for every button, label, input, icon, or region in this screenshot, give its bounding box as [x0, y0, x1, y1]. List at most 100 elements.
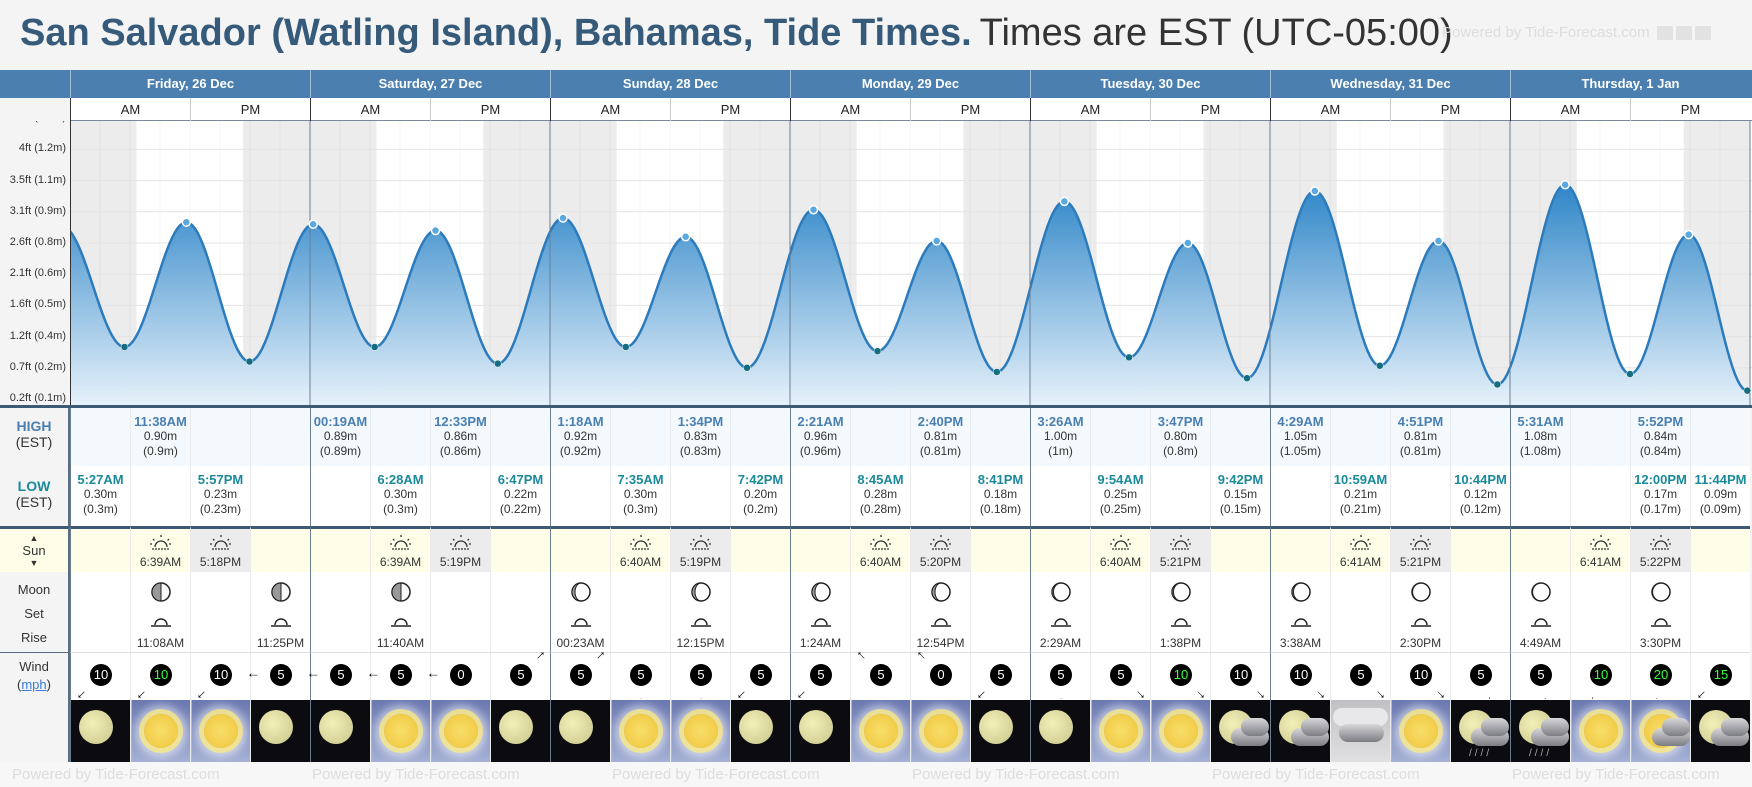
moon-phase-icon — [1391, 580, 1450, 607]
period-pm: PM — [190, 98, 310, 121]
high-tide-point — [808, 204, 819, 215]
high-tide-point — [181, 217, 192, 227]
moon-time: 00:23AM — [556, 636, 605, 650]
weather-cell — [610, 699, 670, 765]
day-header: Tuesday, 30 Dec — [1030, 70, 1270, 98]
high-tide-cell — [70, 408, 130, 466]
sunrise-time: 6:39AM — [139, 555, 182, 569]
sunset-icon — [911, 534, 970, 555]
weather-sun-icon — [371, 700, 430, 762]
low-tide-cell — [910, 466, 970, 526]
low-tide-time: 6:47PM — [497, 472, 544, 487]
moon-cell — [430, 572, 490, 652]
weather-sun-icon — [911, 700, 970, 762]
wind-speed: 5 — [390, 664, 412, 686]
high-tide-cell — [1450, 408, 1510, 466]
moon-time: 4:49AM — [1519, 636, 1562, 650]
low-tide-height: 0.30m — [83, 487, 118, 501]
high-tide-height-alt: (0.89m) — [319, 444, 362, 458]
weather-cell — [1030, 699, 1090, 765]
low-tide-time: 7:35AM — [617, 472, 664, 487]
low-tide-cell: 5:57PM 0.23m (0.23m) — [190, 466, 250, 526]
sun-cell — [1510, 526, 1570, 572]
low-tide-height-alt: (0.09m) — [1699, 502, 1742, 516]
high-tide-cell: 4:29AM 1.05m (1.05m) — [1270, 408, 1330, 466]
low-tide-cell — [1270, 466, 1330, 526]
low-tide-time: 10:59AM — [1333, 472, 1388, 487]
location-title: San Salvador (Watling Island), Bahamas, … — [20, 12, 972, 54]
weather-row-label — [0, 699, 70, 765]
wind-cell: 10↑ — [190, 652, 250, 704]
wind-speed: 10 — [90, 664, 112, 686]
wind-cell: 5↑ — [550, 646, 610, 699]
high-tide-cell: 1:34PM 0.83m (0.83m) — [670, 408, 730, 466]
low-tide-time: 6:28AM — [377, 472, 424, 487]
tide-chart — [70, 121, 1752, 405]
moon-cell: 4:49AM — [1510, 572, 1570, 652]
high-tide-cell — [250, 408, 310, 466]
low-tide-point — [993, 368, 1001, 376]
low-tide-cell: 9:42PM 0.15m (0.15m) — [1210, 466, 1270, 526]
high-label: HIGH — [16, 418, 52, 434]
sun-cell: 5:18PM — [190, 526, 250, 572]
sun-icon — [204, 714, 238, 748]
low-label: LOW — [17, 478, 51, 494]
wind-speed: 5 — [1110, 664, 1132, 686]
cloud-icon — [1662, 718, 1690, 736]
sunset-time: 5:22PM — [1639, 555, 1682, 569]
low-tide-cell: 7:42PM 0.20m (0.2m) — [730, 466, 790, 526]
wind-cell: 5↑ — [1030, 652, 1090, 712]
low-tide-height-alt: (0.17m) — [1639, 502, 1682, 516]
period-pm: PM — [1630, 98, 1750, 121]
period-am: AM — [550, 98, 670, 121]
high-tide-cell: 00:19AM 0.89m (0.89m) — [310, 408, 370, 466]
moon-cell — [1450, 572, 1510, 652]
weather-cell — [850, 699, 910, 765]
moon-rise-set-icon — [551, 615, 610, 632]
wind-units-link[interactable]: mph — [21, 677, 47, 692]
day-header: Saturday, 27 Dec — [310, 70, 550, 98]
period-pm: PM — [1150, 98, 1270, 121]
high-tide-cell — [970, 408, 1030, 466]
moon-cell: 1:38PM — [1150, 572, 1210, 652]
high-tide-point — [1059, 196, 1070, 207]
low-tide-height: 0.12m — [1463, 487, 1498, 501]
high-tide-height: 0.90m — [143, 429, 178, 443]
low-tide-time: 11:44PM — [1694, 472, 1747, 487]
sun-icon — [1584, 714, 1618, 748]
wind-cell: 5↑ — [1450, 652, 1510, 711]
high-tide-height-alt: (0.86m) — [439, 444, 482, 458]
y-tick-label: 4.6ft (1.4m) — [10, 121, 66, 123]
sun-cell: 5:20PM — [910, 526, 970, 572]
wind-cell: 5↑ — [490, 646, 550, 699]
moon-time: 11:25PM — [256, 636, 305, 650]
high-tide-point — [308, 219, 318, 230]
high-tide-height: 0.86m — [443, 429, 478, 443]
weather-night-icon — [731, 700, 790, 762]
wind-cell: 10↑ — [1270, 652, 1330, 704]
high-tide-cell: 1:18AM 0.92m (0.92m) — [550, 408, 610, 466]
low-tide-cell — [670, 466, 730, 526]
moon-icon — [259, 710, 293, 744]
wind-label: Wind — [19, 659, 49, 674]
high-tide-height-alt: (0.92m) — [559, 444, 602, 458]
wind-speed: 5 — [870, 664, 892, 686]
low-tide-time: 7:42PM — [737, 472, 784, 487]
y-tick-label: 2.1ft (0.6m) — [9, 267, 66, 280]
y-tick-label: 0.7ft (0.2m) — [9, 360, 66, 373]
high-row-label: HIGH (EST) — [0, 408, 70, 466]
moon-icon — [979, 710, 1013, 744]
moonrise-label: Rise — [20, 630, 47, 645]
surf-logo-icon — [1694, 26, 1711, 41]
high-tide-height-alt: (0.83m) — [679, 444, 722, 458]
moon-phase-icon — [1031, 580, 1090, 607]
wind-cell: 5↑ — [730, 652, 790, 704]
sun-row-label: ▲ Sun ▼ — [0, 526, 70, 572]
wind-cell: 10↑ — [1150, 652, 1210, 704]
low-tide-cell — [250, 466, 310, 526]
high-tide-time: 4:51PM — [1397, 414, 1444, 429]
powered-by-link[interactable]: Powered by Tide-Forecast.com — [1442, 24, 1711, 41]
low-tide-cell — [310, 466, 370, 526]
weather-night-cloud-icon — [1211, 700, 1270, 762]
period-pm: PM — [430, 98, 550, 121]
